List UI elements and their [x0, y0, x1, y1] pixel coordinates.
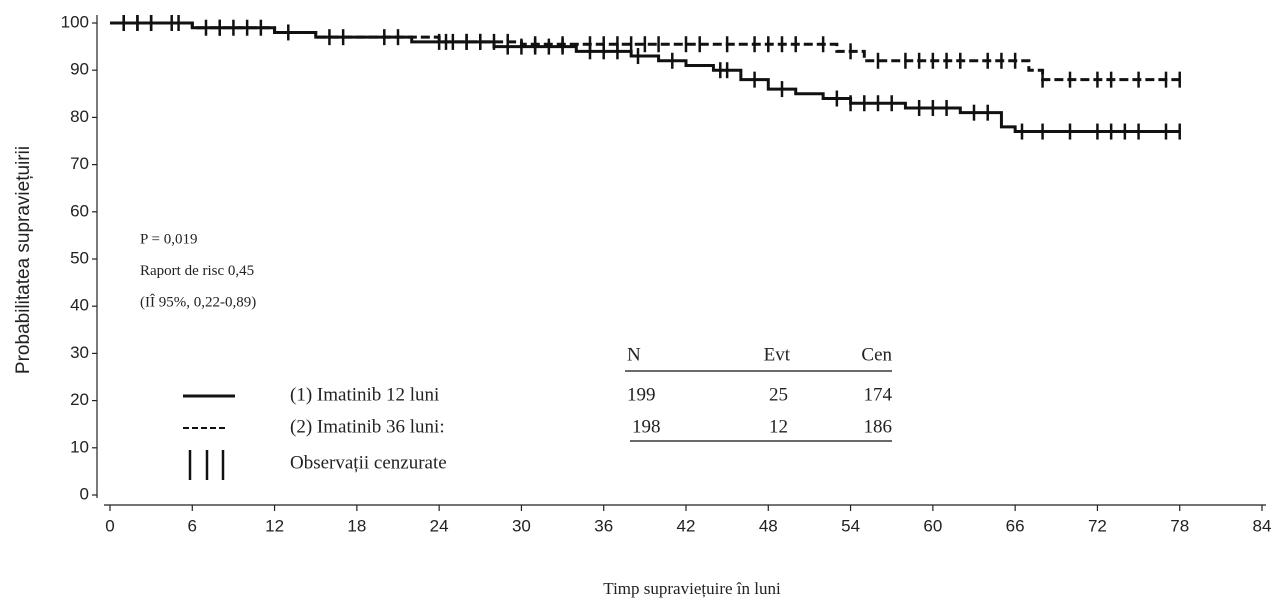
y-tick-label: 70 — [70, 154, 89, 173]
x-tick-label: 78 — [1170, 516, 1189, 535]
y-tick-label: 100 — [61, 12, 89, 31]
annotation: (IÎ 95%, 0,22-0,89) — [140, 293, 256, 310]
table-header: Evt — [764, 344, 791, 365]
table-cell: 174 — [864, 384, 893, 405]
annotation: Raport de risc 0,45 — [140, 263, 254, 279]
y-tick-label: 30 — [70, 343, 89, 362]
legend-label: (1) Imatinib 12 luni — [290, 384, 439, 405]
legend-label: (2) Imatinib 36 luni: — [290, 416, 445, 437]
x-tick-label: 0 — [105, 516, 114, 535]
y-tick-label: 40 — [70, 296, 89, 315]
y-tick-label: 0 — [80, 484, 89, 503]
legend-label: Observații cenzurate — [290, 452, 447, 473]
y-axis-label: Probabilitatea supraviețuirii — [13, 146, 34, 374]
x-tick-label: 60 — [923, 516, 942, 535]
table-cell: 12 — [769, 416, 788, 437]
y-tick-label: 20 — [70, 390, 89, 409]
x-tick-label: 30 — [512, 516, 531, 535]
x-tick-label: 24 — [430, 516, 449, 535]
legend-censor — [188, 450, 225, 480]
x-tick-label: 48 — [759, 516, 778, 535]
table-cell: 25 — [769, 384, 788, 405]
x-tick-label: 72 — [1088, 516, 1107, 535]
x-tick-label: 6 — [188, 516, 197, 535]
table-header: N — [627, 344, 641, 365]
table-cell: 199 — [627, 384, 656, 405]
annotation: P = 0,019 — [140, 231, 198, 247]
y-tick-label: 80 — [70, 107, 89, 126]
x-tick-label: 66 — [1006, 516, 1025, 535]
y-tick-label: 10 — [70, 437, 89, 456]
x-tick-label: 54 — [841, 516, 860, 535]
survival-curve — [110, 21, 1180, 82]
table-header: Cen — [861, 344, 892, 365]
x-tick-label: 12 — [265, 516, 284, 535]
y-tick-label: 90 — [70, 60, 89, 79]
x-tick-label: 36 — [594, 516, 613, 535]
x-tick-label: 84 — [1253, 516, 1272, 535]
table-cell: 186 — [864, 416, 893, 437]
y-tick-label: 60 — [70, 201, 89, 220]
x-tick-label: 18 — [347, 516, 366, 535]
x-tick-label: 42 — [677, 516, 696, 535]
y-tick-label: 50 — [70, 248, 89, 267]
x-axis-label: Timp supraviețuire în luni — [603, 579, 781, 598]
table-cell: 198 — [632, 416, 661, 437]
